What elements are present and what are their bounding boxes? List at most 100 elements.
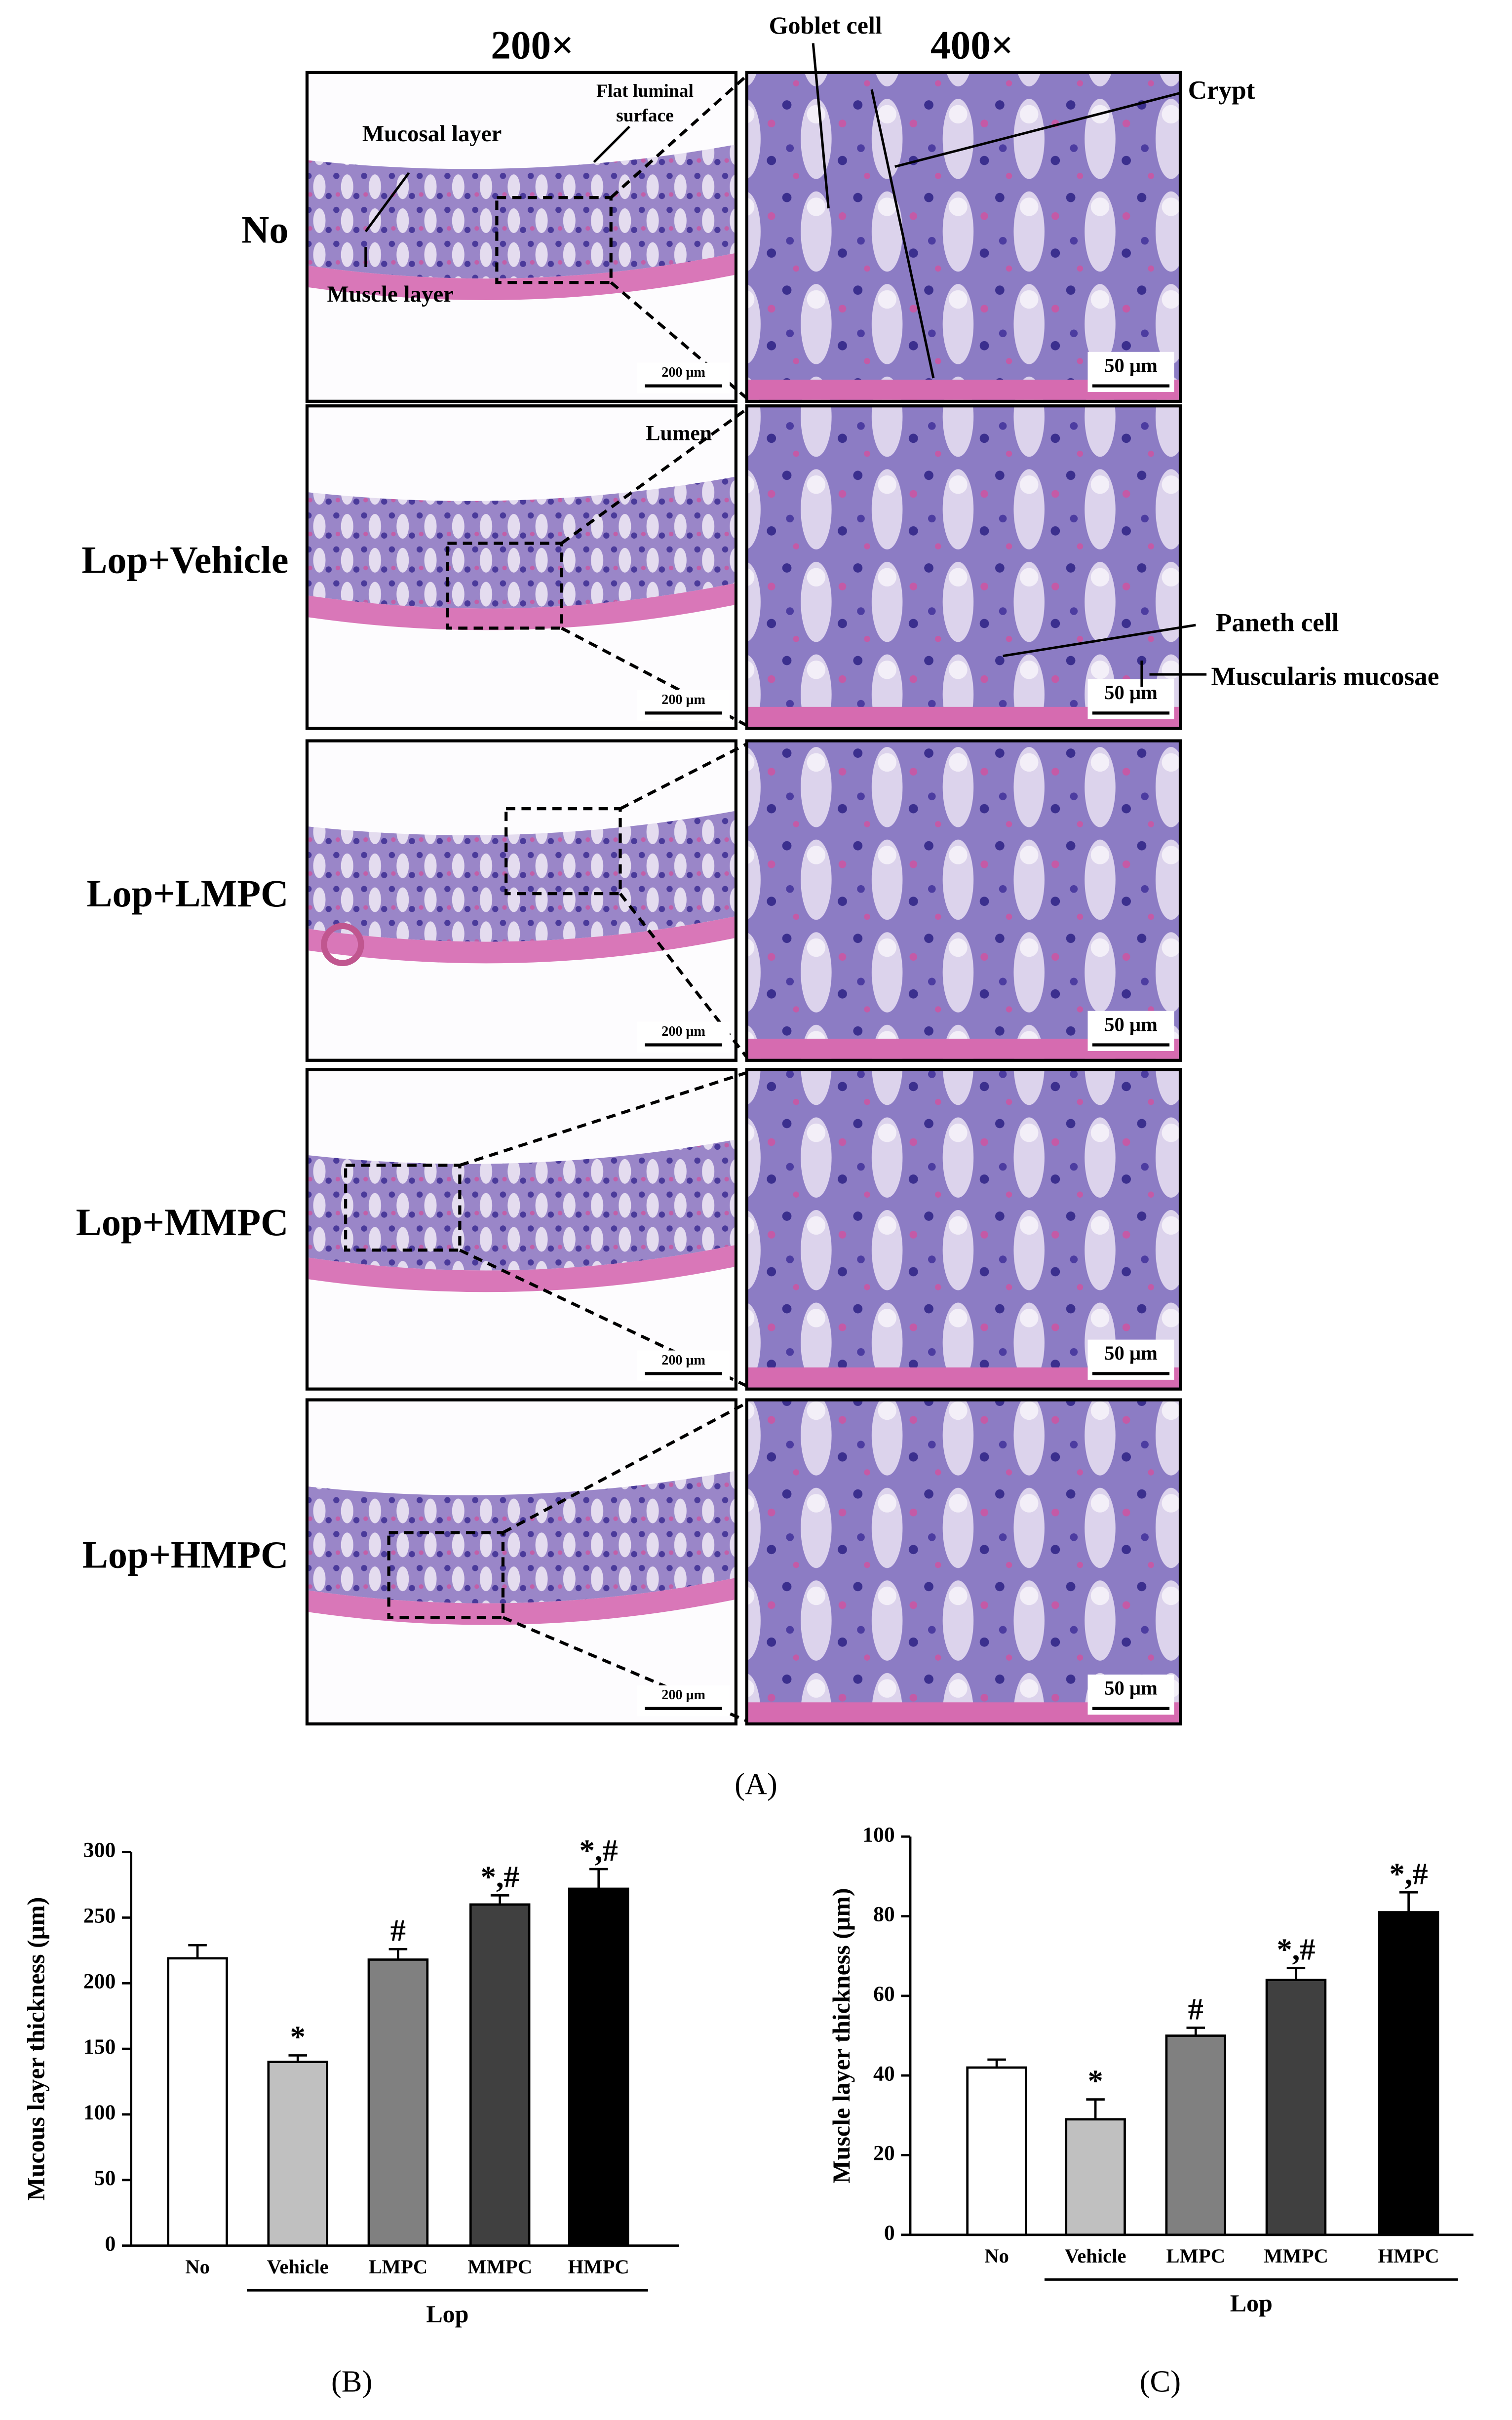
zoom-box bbox=[446, 542, 563, 630]
bar bbox=[469, 1903, 531, 2247]
zoom-guide bbox=[459, 1071, 747, 1167]
vessel bbox=[321, 923, 364, 967]
significance-mark: *,# bbox=[580, 1833, 618, 1868]
zoom-box bbox=[387, 1531, 505, 1619]
bar bbox=[167, 1957, 228, 2247]
muscle bbox=[309, 916, 735, 964]
significance-mark: *,# bbox=[481, 1859, 519, 1894]
bar bbox=[1065, 2118, 1126, 2236]
y-tick-label: 40 bbox=[873, 2062, 895, 2085]
scale-label: 200 μm bbox=[661, 692, 705, 707]
row-label: No bbox=[241, 208, 288, 251]
y-tick-label: 100 bbox=[862, 1823, 895, 1846]
annotation-arrow bbox=[1003, 624, 1196, 658]
bar bbox=[568, 1887, 629, 2247]
group-label: Lop bbox=[1230, 2289, 1273, 2317]
annotation: Muscularis mucosae bbox=[1211, 663, 1439, 691]
panel-label: (A) bbox=[735, 1767, 777, 1801]
zoom-box bbox=[504, 807, 622, 896]
x-tick-label: HMPC bbox=[1378, 2245, 1439, 2267]
scale-label: 50 μm bbox=[1104, 1677, 1158, 1699]
micrograph-400x bbox=[745, 71, 1182, 403]
y-tick-label: 50 bbox=[94, 2166, 116, 2190]
mucosa bbox=[309, 811, 735, 942]
scale-label: 200 μm bbox=[661, 1353, 705, 1368]
significance-mark: * bbox=[290, 2019, 306, 2054]
mucosa bbox=[309, 1139, 735, 1271]
y-tick-label: 0 bbox=[105, 2232, 116, 2256]
scale-label: 200 μm bbox=[661, 1687, 705, 1703]
column-header: 200× bbox=[491, 23, 574, 68]
row-label: Lop+Vehicle bbox=[81, 539, 288, 582]
significance-mark: * bbox=[1087, 2064, 1103, 2098]
bar bbox=[267, 2061, 328, 2247]
annotation: Mucosal layer bbox=[362, 121, 502, 147]
scale-label: 50 μm bbox=[1104, 1342, 1158, 1364]
zoom-guide bbox=[560, 407, 748, 545]
x-tick-label: No bbox=[185, 2256, 210, 2278]
x-tick-label: LMPC bbox=[369, 2256, 428, 2278]
muscle bbox=[309, 253, 735, 301]
x-tick-label: No bbox=[984, 2245, 1009, 2267]
significance-mark: # bbox=[1188, 1992, 1203, 2027]
scale-label: 200 μm bbox=[661, 1024, 705, 1039]
scale-label: 50 μm bbox=[1104, 681, 1158, 703]
mucosa bbox=[309, 1471, 735, 1603]
y-tick-label: 100 bbox=[83, 2101, 116, 2124]
x-tick-label: HMPC bbox=[568, 2256, 629, 2278]
x-tick-label: Vehicle bbox=[267, 2256, 329, 2278]
annotation-arrow bbox=[894, 91, 1182, 168]
y-tick-label: 60 bbox=[873, 1982, 895, 2006]
panel-label: (C) bbox=[1140, 2364, 1181, 2398]
x-tick-label: MMPC bbox=[1264, 2245, 1328, 2267]
annotation: Paneth cell bbox=[1216, 608, 1339, 637]
y-axis-label: Muscle layer thickness (μm) bbox=[827, 1888, 855, 2183]
x-tick-label: MMPC bbox=[467, 2256, 532, 2278]
annotation: Crypt bbox=[1188, 76, 1255, 105]
bar bbox=[1378, 1911, 1439, 2236]
scale-bg bbox=[637, 1685, 730, 1717]
muscle bbox=[309, 1245, 735, 1292]
scale-label: 50 μm bbox=[1104, 1013, 1158, 1035]
muscle bbox=[309, 583, 735, 630]
zoom-box bbox=[344, 1164, 462, 1252]
annotation: Lumen bbox=[646, 422, 712, 445]
mucosa bbox=[309, 476, 735, 609]
bar bbox=[1165, 2034, 1226, 2236]
y-tick-label: 20 bbox=[873, 2142, 895, 2165]
y-tick-label: 150 bbox=[83, 2035, 116, 2059]
zoom-guide bbox=[620, 742, 748, 810]
annotation: Muscle layer bbox=[327, 281, 454, 307]
annotation-arrow bbox=[812, 43, 830, 209]
micrograph-400x bbox=[745, 739, 1182, 1062]
group-label: Lop bbox=[426, 2300, 468, 2328]
row-label: Lop+LMPC bbox=[86, 872, 288, 915]
y-tick-label: 80 bbox=[873, 1903, 895, 1926]
y-tick-label: 0 bbox=[884, 2221, 895, 2245]
scale-label: 200 μm bbox=[661, 365, 705, 380]
y-tick-label: 300 bbox=[83, 1838, 116, 1862]
annotation-arrow bbox=[364, 172, 410, 233]
y-axis-label: Mucous layer thickness (μm) bbox=[22, 1897, 50, 2201]
panel-a: 200× 400× No 200 μm 50 μm Lop+Vehicle 200 μm 50… bbox=[76, 11, 1439, 1801]
bar bbox=[966, 2066, 1027, 2236]
bar bbox=[1265, 1979, 1327, 2236]
y-tick-label: 200 bbox=[83, 1969, 116, 1993]
micrograph-400x bbox=[745, 1398, 1182, 1726]
mucosa bbox=[309, 145, 735, 279]
annotation: Goblet cell bbox=[769, 11, 882, 39]
annotation-arrow bbox=[870, 89, 935, 379]
significance-mark: *,# bbox=[1390, 1856, 1428, 1891]
significance-mark: *,# bbox=[1277, 1932, 1315, 1967]
annotation-arrow bbox=[593, 125, 630, 163]
scale-bg bbox=[637, 1350, 730, 1382]
scale-label: 50 μm bbox=[1104, 354, 1158, 376]
micrograph-400x bbox=[745, 1068, 1182, 1391]
panel-label: (B) bbox=[331, 2364, 372, 2398]
y-tick-label: 250 bbox=[83, 1904, 116, 1927]
x-tick-label: Vehicle bbox=[1065, 2245, 1126, 2267]
annotation: Flat luminal bbox=[596, 81, 694, 101]
scale-bg bbox=[637, 690, 730, 721]
